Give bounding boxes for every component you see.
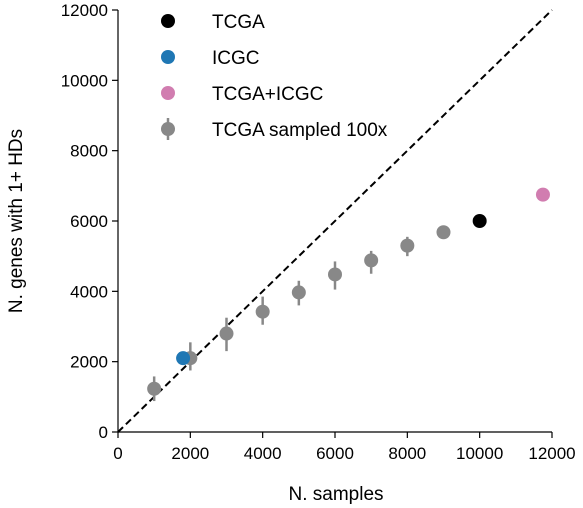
data-point [436,225,451,240]
x-tick-label: 0 [113,444,122,463]
y-tick-label: 2000 [70,353,108,372]
y-tick-label: 0 [99,423,108,442]
legend-label: TCGA [212,12,265,33]
x-tick-label: 4000 [244,444,282,463]
data-point [176,351,191,366]
x-tick-label: 12000 [528,444,575,463]
reference-line-group [117,9,553,433]
data-point [291,285,306,300]
legend-marker [161,122,175,136]
axes: 0 2000 4000 6000 8000 10000 12000 0 2000 4000 6000… [61,1,576,463]
legend-label: ICGC [212,48,260,69]
data-point [472,214,487,228]
x-tick-label: 6000 [316,444,354,463]
legend-marker [161,86,175,100]
legend-label: TCGA sampled 100x [212,120,388,141]
y-tick-label: 10000 [61,71,108,90]
y-tick-label: 8000 [70,142,108,161]
y-axis-title: N. genes with 1+ HDs [6,129,27,313]
x-tick-label: 2000 [171,444,209,463]
data-point [364,253,379,268]
y-tick-label: 12000 [61,1,108,20]
x-axis-title: N. samples [288,484,383,505]
data-point [255,304,270,319]
data-point [535,187,550,202]
legend: TCGA ICGC TCGA+ICGC TCGA sampled 100x [161,12,388,141]
x-tick-label: 8000 [388,444,426,463]
diagonal-reference-line [117,9,553,433]
legend-marker [161,14,175,28]
legend-label: TCGA+ICGC [212,84,323,105]
y-tick-label: 6000 [70,212,108,231]
data-point [219,326,234,341]
data-point [400,238,415,253]
data-points [147,187,550,402]
y-tick-label: 4000 [70,282,108,301]
data-point [328,267,342,282]
data-point [147,381,162,396]
x-tick-label: 10000 [456,444,503,463]
legend-marker [161,50,175,64]
